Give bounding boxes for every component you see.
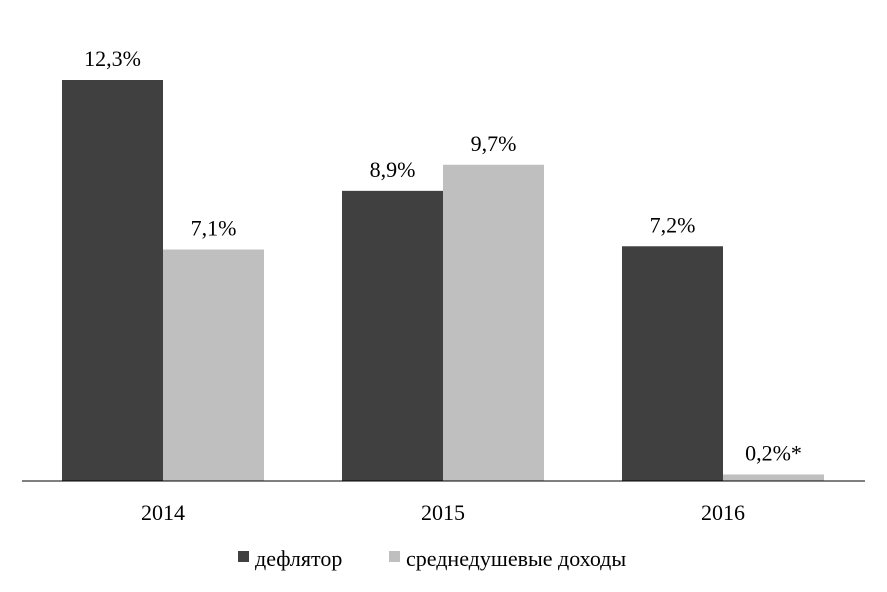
x-tick-label-2015: 2015 — [421, 500, 465, 525]
bar-2015-series-1 — [342, 190, 443, 482]
data-label-2014-series-1: 12,3% — [84, 46, 141, 71]
data-label-2015-series-2: 9,7% — [471, 131, 517, 156]
bar-2016-series-2 — [723, 474, 824, 481]
legend: дефлятор среднедушевые доходы — [238, 546, 626, 571]
data-label-2014-series-2: 7,1% — [191, 216, 237, 241]
data-label-2015-series-1: 8,9% — [370, 157, 416, 182]
data-label-2016-series-1: 7,2% — [650, 212, 696, 237]
bar-2015-series-2 — [443, 164, 544, 481]
legend-label-series-1: дефлятор — [255, 546, 342, 571]
x-tick-label-2016: 2016 — [701, 500, 745, 525]
legend-label-series-2: среднедушевые доходы — [406, 546, 626, 571]
bar-2014-series-1 — [62, 80, 163, 481]
x-tick-labels: 2014 2015 2016 — [141, 500, 745, 525]
legend-swatch-series-1 — [238, 551, 249, 562]
x-tick-label-2014: 2014 — [141, 500, 185, 525]
value-labels-group: 12,3% 7,1% 8,9% 9,7% 7,2% 0,2%* — [84, 46, 802, 465]
bars-group — [62, 80, 824, 482]
legend-swatch-series-2 — [389, 551, 400, 562]
bar-2014-series-2 — [163, 249, 264, 481]
data-label-2016-series-2: 0,2%* — [745, 440, 802, 465]
bar-2016-series-1 — [622, 246, 723, 481]
